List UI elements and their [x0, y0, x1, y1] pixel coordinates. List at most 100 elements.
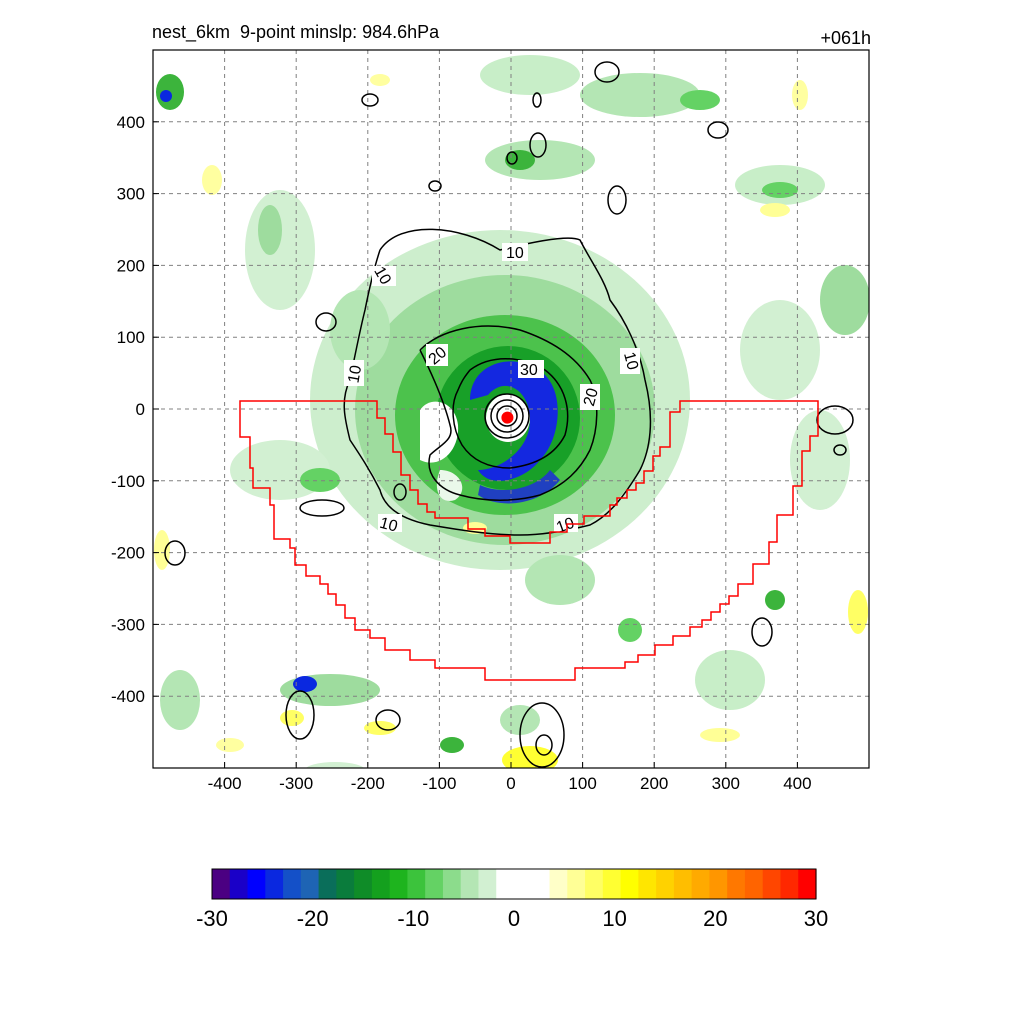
- contour-inner-3: [496, 405, 518, 427]
- colorbar-swatch: [354, 869, 373, 899]
- positive-patch: [280, 710, 304, 726]
- y-tick-label: -200: [111, 544, 145, 563]
- colorbar-swatch: [229, 869, 249, 899]
- positive-patch: [154, 530, 170, 570]
- contours: [164, 61, 854, 768]
- patch: [762, 182, 798, 198]
- colorbar-swatch: [318, 869, 337, 899]
- contour-20: [419, 325, 598, 501]
- colorbar-tick-label: 0: [508, 906, 520, 931]
- colorbar-swatch: [389, 869, 409, 899]
- x-tick-label: -400: [208, 774, 242, 793]
- contour-blob: [315, 312, 337, 332]
- colorbar-swatch: [585, 869, 604, 899]
- x-tick-label: 100: [568, 774, 596, 793]
- nest-boundary: [239, 400, 819, 681]
- colorbar-swatch: [798, 869, 817, 899]
- patch: [525, 555, 595, 605]
- patch: [245, 190, 315, 310]
- contour-label: 30: [520, 362, 538, 379]
- positive-patch: [216, 738, 244, 752]
- colorbar-swatch: [460, 869, 480, 899]
- colorbar-swatch: [425, 869, 444, 899]
- y-tick-label: 0: [136, 400, 145, 419]
- contour-label: 10: [506, 245, 524, 262]
- colorbar-swatch: [673, 869, 693, 899]
- chart-title: nest_6km 9-point minslp: 984.6hPa: [152, 22, 440, 42]
- colorbar: -30 -20 -10 0 10 20 30: [196, 868, 828, 931]
- storm-center-marker: [501, 411, 514, 424]
- contour-label-bg: [502, 243, 528, 261]
- patch: [160, 670, 200, 730]
- colorbar-swatch: [656, 869, 675, 899]
- y-tick-label: 200: [117, 256, 145, 275]
- contour-blob: [361, 93, 379, 107]
- colorbar-swatch: [442, 869, 462, 899]
- contour-label-bg: [554, 514, 578, 532]
- colorbar-swatch: [709, 869, 728, 899]
- patch: [305, 762, 365, 768]
- contour-blob: [833, 444, 847, 456]
- patch: [695, 650, 765, 710]
- contour-blob: [393, 483, 407, 501]
- x-tick-label: -100: [422, 774, 456, 793]
- contour-label: 10: [370, 264, 394, 288]
- colorbar-tick-label: 10: [602, 906, 626, 931]
- patch: [680, 90, 720, 110]
- contour-inner-2: [490, 399, 524, 433]
- patch: [160, 90, 172, 102]
- y-tick-label: -400: [111, 687, 145, 706]
- contour-inner-1: [484, 393, 530, 439]
- patch: [293, 676, 317, 692]
- colorbar-swatch: [549, 869, 568, 899]
- contour-label: 20: [581, 386, 602, 408]
- positive-patch: [370, 74, 390, 86]
- x-axis: -400 -300 -200 -100 0 100 200 300 400: [208, 762, 812, 793]
- colorbar-swatch: [531, 869, 551, 899]
- white-gap-west: [420, 401, 459, 463]
- colorbar-swatch: [283, 869, 302, 899]
- x-tick-label: 400: [783, 774, 811, 793]
- x-tick-label: 200: [640, 774, 668, 793]
- colorbar-tick-label: 30: [804, 906, 828, 931]
- positive-patch: [700, 728, 740, 742]
- y-tick-label: 300: [117, 185, 145, 204]
- contour-label-bg: [372, 266, 396, 286]
- x-tick-label: -300: [279, 774, 313, 793]
- colorbar-swatch: [744, 869, 764, 899]
- positive-patch: [760, 203, 790, 217]
- contour-label-bg: [620, 348, 640, 374]
- colorbar-swatch: [727, 869, 746, 899]
- y-axis: 400 300 200 100 0 -100 -200 -300 -400: [111, 113, 159, 706]
- colorbar-swatch: [336, 869, 355, 899]
- colorbar-swatch: [691, 869, 711, 899]
- patch: [500, 705, 540, 735]
- colorbar-swatch: [638, 869, 657, 899]
- colorbar-swatch: [478, 869, 497, 899]
- colorbar-swatch: [620, 869, 639, 899]
- contour-label: 10: [378, 515, 400, 536]
- x-tick-label: 300: [712, 774, 740, 793]
- colorbar-swatch: [602, 869, 622, 899]
- contour-blob: [607, 185, 627, 215]
- patch: [258, 205, 282, 255]
- contour-label-bg: [426, 344, 448, 366]
- contour-label-bg: [378, 514, 402, 532]
- eyewall-blue: [470, 361, 558, 481]
- patch: [280, 674, 380, 706]
- contour-blob: [375, 709, 401, 731]
- y-tick-label: -100: [111, 472, 145, 491]
- patch: [820, 265, 869, 335]
- colorbar-swatch: [371, 869, 391, 899]
- patch: [580, 73, 700, 117]
- colorbar-swatch: [762, 869, 782, 899]
- colorbar-swatch: [212, 869, 231, 899]
- contour-blob: [751, 617, 773, 647]
- colorbar-swatch: [300, 869, 320, 899]
- patch: [740, 300, 820, 400]
- forecast-hour-label: +061h: [820, 28, 871, 48]
- colorbar-swatch: [567, 869, 586, 899]
- colorbar-tick-label: 20: [703, 906, 727, 931]
